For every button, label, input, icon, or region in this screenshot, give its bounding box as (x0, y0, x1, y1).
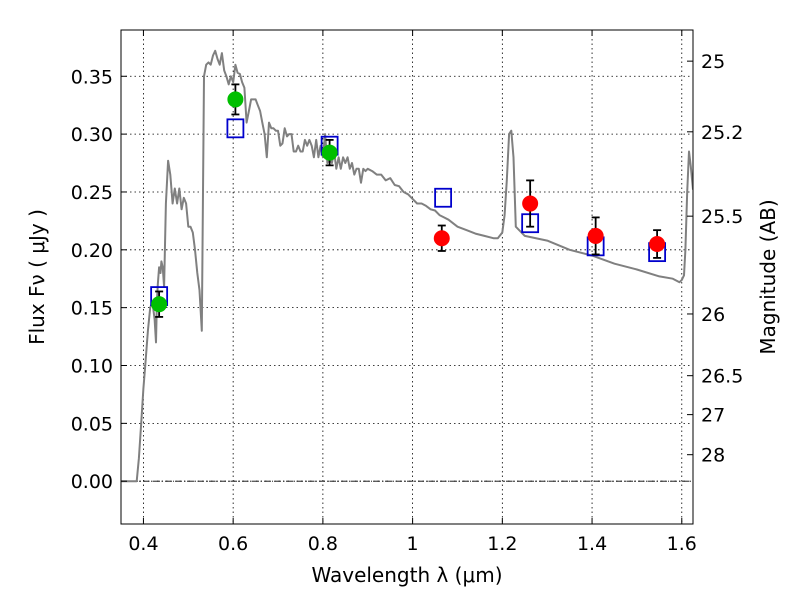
ticks (121, 30, 693, 524)
red-data-point (587, 227, 604, 244)
green-data-point (151, 296, 168, 313)
x-tick-label: 1.6 (667, 533, 697, 555)
x-tick-label: 1.2 (487, 533, 517, 555)
x-tick-label: 0.4 (128, 533, 158, 555)
y-axis-title: Flux Fν ( μJy ) (25, 209, 49, 345)
y-tick-label: 0.20 (71, 240, 113, 262)
x-axis-title: Wavelength λ (μm) (311, 563, 502, 587)
y2-tick-label: 26 (701, 304, 725, 326)
red-data-point (649, 236, 666, 253)
y2-tick-label: 25.5 (701, 206, 743, 228)
red-data-point (433, 230, 450, 247)
red-data-point (522, 195, 539, 212)
y2-tick-label: 25.2 (701, 122, 743, 144)
y2-tick-label: 25 (701, 51, 725, 73)
x-tick-label: 0.8 (308, 533, 338, 555)
plot-frame (120, 29, 694, 525)
x-tick-label: 0.6 (218, 533, 248, 555)
sed-model-line (121, 49, 693, 483)
y-tick-label: 0.25 (71, 182, 113, 204)
model-photometry-square (434, 187, 453, 208)
grid (121, 30, 693, 524)
y2-tick-label: 27 (701, 405, 725, 427)
y-tick-label: 0.30 (71, 124, 113, 146)
y-tick-label: 0.10 (71, 356, 113, 378)
green-data-point (321, 144, 338, 161)
y2-tick-label: 28 (701, 445, 725, 467)
y-tick-label: 0.05 (71, 413, 113, 435)
data-layer (121, 49, 693, 483)
model-photometry-square (226, 118, 245, 139)
y-tick-label: 0.00 (71, 471, 113, 493)
green-data-point (227, 91, 244, 108)
x-tick-label: 1 (407, 533, 419, 555)
x-tick-label: 1.4 (577, 533, 607, 555)
y2-tick-label: 26.5 (701, 366, 743, 388)
y2-axis-title: Magnitude (AB) (756, 199, 780, 354)
y-tick-label: 0.15 (71, 298, 113, 320)
y-tick-label: 0.35 (71, 66, 113, 88)
tick-labels: 0.4 0.6 0.8 1 1.2 1.4 1.6 0.00 0.05 0.10 0.15 0.20 0… (71, 51, 744, 555)
